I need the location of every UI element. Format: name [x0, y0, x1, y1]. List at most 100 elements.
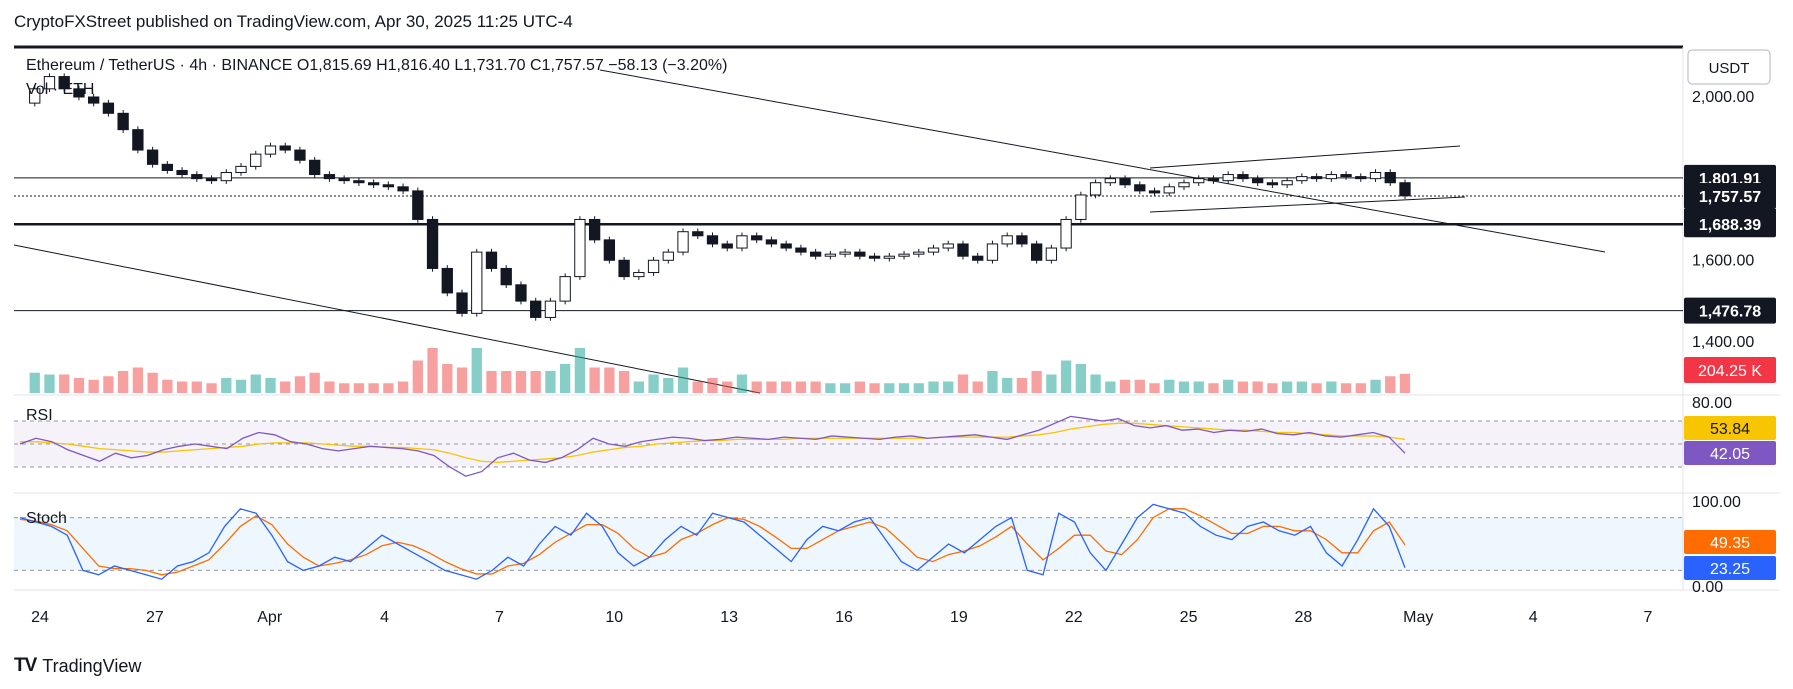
price-tick: 1,400.00 — [1692, 334, 1754, 351]
x-tick-label: 27 — [146, 609, 164, 626]
volume-bar — [1311, 383, 1322, 393]
candle-up — [43, 76, 56, 90]
candle-up — [942, 243, 954, 249]
candle-down — [485, 251, 498, 269]
candle-up — [839, 251, 851, 255]
candle-down — [603, 239, 616, 261]
volume-bar — [648, 374, 659, 393]
candle-down — [294, 149, 306, 161]
candle-down — [588, 218, 601, 241]
candle-up — [471, 251, 483, 314]
candle-down — [515, 284, 527, 302]
candle-down — [353, 180, 365, 184]
volume-bar — [73, 378, 85, 393]
lower-trendline — [13, 244, 761, 394]
volume-bar — [987, 371, 998, 393]
currency-box — [1687, 49, 1771, 85]
candle-up — [264, 145, 277, 155]
candle-down — [1148, 190, 1161, 194]
volume-bar — [854, 381, 865, 393]
candle-down — [382, 184, 395, 188]
volume-bar — [456, 367, 468, 393]
volume-bar — [1252, 381, 1263, 393]
x-tick-label: 22 — [1065, 609, 1083, 626]
candle-up — [544, 300, 557, 318]
candle-down — [176, 169, 188, 176]
candle-down — [338, 178, 350, 182]
volume-bar — [1193, 381, 1204, 393]
volume-bar — [736, 374, 748, 393]
candle-up — [559, 276, 571, 302]
volume-bar — [471, 348, 482, 393]
candle-down — [1266, 182, 1279, 186]
volume-bar — [1090, 374, 1101, 393]
price-badge — [1684, 297, 1776, 324]
stoch-label: Stoch — [26, 510, 67, 527]
volume-bar — [1223, 379, 1234, 393]
volume-bar — [147, 372, 158, 393]
volume-bar — [368, 383, 379, 393]
volume-bar — [1296, 381, 1308, 393]
candle-down — [1237, 174, 1249, 180]
candle-down — [795, 247, 807, 253]
tradingview-footer[interactable]: TV TradingView — [14, 655, 141, 677]
candle-down — [161, 163, 173, 171]
candle-down — [957, 243, 969, 257]
candle-down — [309, 159, 321, 176]
candle-down — [500, 267, 512, 286]
volume-bar — [1002, 378, 1013, 393]
candle-down — [780, 243, 792, 249]
candle-down — [456, 292, 468, 314]
price-badge — [1684, 211, 1776, 238]
volume-bar — [265, 378, 276, 393]
volume-label: Vol · ETH — [26, 81, 94, 98]
candle-down — [692, 231, 704, 237]
volume-badge-label: 204.25 K — [1698, 363, 1762, 380]
volume-bar — [162, 379, 173, 393]
volume-bar — [618, 371, 630, 393]
volume-bar — [1326, 381, 1337, 393]
x-tick-label: May — [1403, 609, 1433, 626]
volume-bar — [324, 381, 335, 393]
candle-down — [706, 235, 719, 245]
rsi-badge-label: 42.05 — [1710, 446, 1750, 463]
volume-bar — [338, 383, 350, 393]
rsi-label: RSI — [26, 407, 53, 424]
channel-upper-line — [1149, 145, 1461, 169]
volume-bar — [943, 381, 954, 393]
channel-lower-line — [1149, 196, 1466, 213]
candle-up — [1222, 174, 1234, 182]
candle-down — [530, 300, 542, 318]
x-tick-label: 28 — [1295, 609, 1313, 626]
candle-up — [898, 253, 910, 257]
price-badge-label: 1,757.57 — [1699, 189, 1761, 206]
candle-up — [220, 172, 232, 182]
volume-bar — [442, 364, 453, 393]
candle-up — [235, 165, 247, 174]
volume-bar — [766, 381, 777, 393]
candle-down — [102, 102, 115, 114]
x-tick-label: 24 — [31, 609, 49, 626]
volume-bar — [913, 383, 924, 393]
candle-down — [397, 186, 409, 192]
stoch-k-badge-label: 23.25 — [1710, 561, 1750, 578]
x-tick-label: 13 — [720, 609, 738, 626]
volume-bar — [1237, 381, 1249, 393]
candle-up — [1060, 218, 1072, 249]
volume-bar — [176, 381, 188, 393]
volume-bar — [1340, 383, 1352, 393]
tradingview-brand: TradingView — [42, 655, 142, 676]
candle-down — [1399, 182, 1411, 197]
candle-up — [824, 253, 837, 257]
candle-down — [1355, 176, 1367, 180]
x-tick-label: 7 — [1644, 609, 1653, 626]
candle-down — [1310, 176, 1323, 180]
candle-down — [1384, 172, 1396, 184]
x-tick-label: 25 — [1180, 609, 1198, 626]
volume-bar — [235, 379, 247, 393]
volume-bar — [545, 371, 556, 393]
candle-up — [986, 243, 999, 261]
volume-bar — [427, 348, 438, 393]
candle-down — [73, 88, 85, 98]
